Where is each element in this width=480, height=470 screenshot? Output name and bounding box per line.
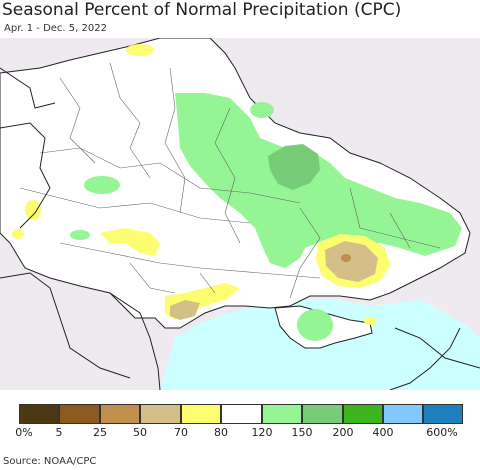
wet-patch-southwest	[70, 230, 90, 240]
legend-swatch-7	[302, 404, 343, 424]
legend-swatch-6	[262, 404, 302, 424]
dry-core-coast	[170, 300, 200, 320]
legend-tick-1: 5	[55, 426, 63, 439]
legend-tick-9: 400	[372, 426, 394, 439]
wet-patch-west	[84, 176, 120, 194]
legend-tick-6: 120	[251, 426, 273, 439]
legend-swatch-3	[140, 404, 181, 424]
legend-swatch-10	[423, 404, 463, 424]
dry-patch-west-2	[12, 229, 24, 239]
legend-swatch-1	[59, 404, 100, 424]
legend-tick-7: 150	[291, 426, 313, 439]
dry-region-southwest	[100, 228, 160, 256]
legend-swatch-2	[100, 404, 140, 424]
legend-tick-8: 200	[332, 426, 354, 439]
legend-tick-2: 25	[93, 426, 107, 439]
dry-patch-north	[126, 44, 154, 56]
oblast-borders	[19, 62, 441, 299]
legend-tick-0: 0%	[15, 426, 33, 439]
map-title: Seasonal Percent of Normal Precipitation…	[2, 0, 402, 20]
legend-tick-3: 50	[133, 426, 147, 439]
legend-swatch-0	[19, 404, 59, 424]
legend-swatch-5	[221, 404, 262, 424]
legend-swatch-8	[343, 404, 383, 424]
source-credit: Source: NOAA/CPC	[3, 456, 97, 467]
dry-core-southeast	[325, 241, 378, 282]
legend: 0% 5 25 50 70 80 120 150 200 400 600%	[0, 392, 480, 452]
wet-patch-crimea	[297, 309, 333, 341]
legend-tick-10: 600%	[426, 426, 458, 439]
wet-core	[268, 144, 320, 190]
legend-swatch-9	[383, 404, 423, 424]
dry-spot-southeast	[341, 254, 351, 262]
precipitation-map	[0, 38, 480, 390]
legend-tick-5: 80	[214, 426, 228, 439]
wet-region-north	[175, 93, 462, 268]
dry-patch-west	[25, 200, 41, 220]
country-borders	[0, 67, 480, 390]
date-range: Apr. 1 - Dec. 5, 2022	[4, 23, 107, 34]
dry-patch-kerch	[364, 317, 376, 325]
wet-patch-northeast	[250, 102, 274, 118]
legend-swatch-4	[181, 404, 221, 424]
legend-tick-4: 70	[174, 426, 188, 439]
